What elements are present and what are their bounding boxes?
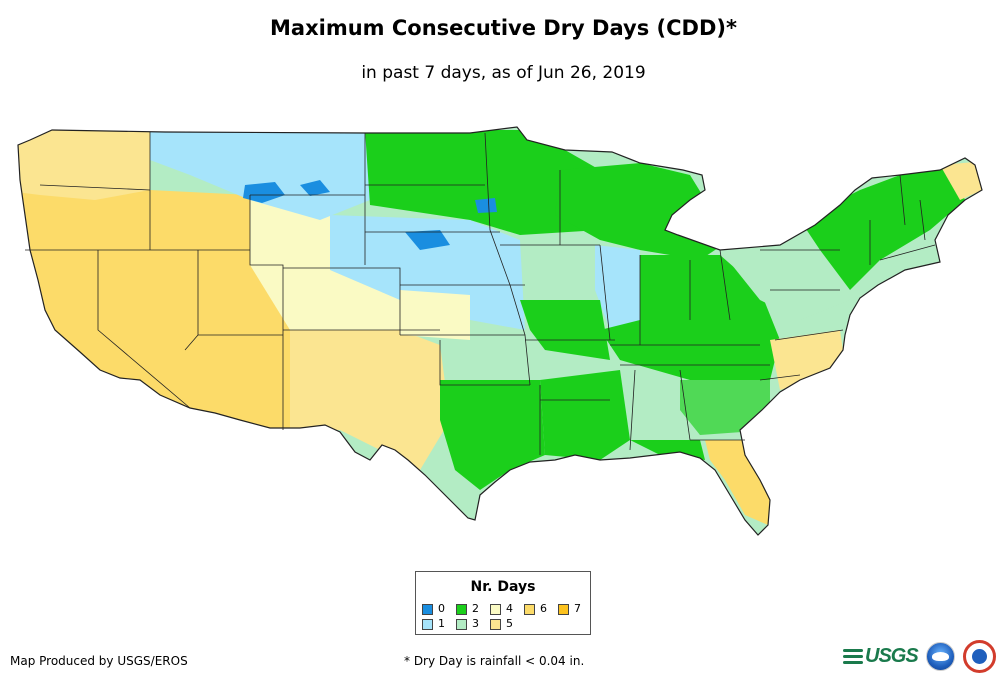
legend-label: 1 [438, 617, 445, 630]
dry-day-footnote: * Dry Day is rainfall < 0.04 in. [404, 654, 585, 668]
legend-label: 4 [506, 602, 513, 615]
usgs-logo-text: USGS [865, 644, 919, 667]
legend-item-6: 6 [524, 602, 547, 616]
legend-swatch [456, 603, 467, 615]
legend-swatch [524, 603, 535, 615]
legend-item-1: 1 [422, 617, 445, 631]
legend-label: 7 [574, 602, 581, 615]
noaa-logo-icon [926, 642, 955, 671]
legend-label: 6 [540, 602, 547, 615]
legend-item-4: 4 [490, 602, 513, 616]
usgs-wave-icon [843, 646, 863, 666]
map-title: Maximum Consecutive Dry Days (CDD)* [270, 16, 737, 40]
legend: Nr. Days 0 1 2 3 4 5 6 7 [415, 571, 591, 635]
legend-label: 3 [472, 617, 479, 630]
legend-grid: 0 1 2 3 4 5 6 7 [422, 602, 588, 632]
legend-swatch [490, 618, 501, 630]
legend-swatch [456, 618, 467, 630]
map-credit: Map Produced by USGS/EROS [10, 654, 188, 668]
legend-swatch [490, 603, 501, 615]
legend-item-3: 3 [456, 617, 479, 631]
legend-title: Nr. Days [470, 579, 536, 595]
legend-label: 2 [472, 602, 479, 615]
legend-swatch [422, 603, 433, 615]
map-subtitle: in past 7 days, as of Jun 26, 2019 [361, 63, 646, 83]
legend-item-7: 7 [558, 602, 581, 616]
legend-swatch [422, 618, 433, 630]
legend-item-0: 0 [422, 602, 445, 616]
nws-logo-icon [963, 640, 996, 673]
legend-item-2: 2 [456, 602, 479, 616]
usgs-logo: USGS [843, 643, 919, 669]
us-cdd-map [17, 126, 983, 536]
legend-label: 5 [506, 617, 513, 630]
legend-swatch [558, 603, 569, 615]
legend-item-5: 5 [490, 617, 513, 631]
legend-label: 0 [438, 602, 445, 615]
